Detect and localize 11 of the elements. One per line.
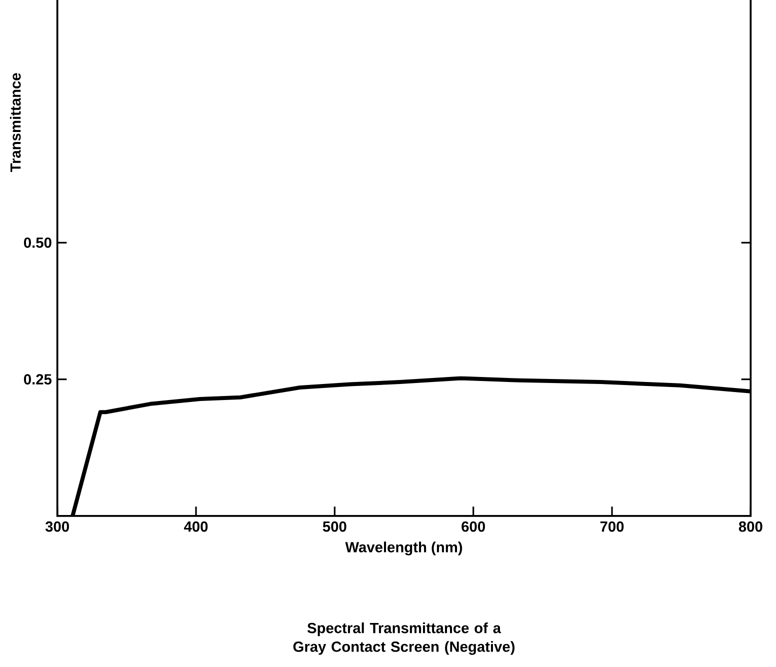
x-tick-label: 800 bbox=[738, 522, 762, 532]
y-axis-title: Transmittance bbox=[10, 73, 21, 172]
x-tick-label: 500 bbox=[322, 522, 346, 532]
x-axis-title: Wavelength (nm) bbox=[345, 542, 462, 556]
text: Spectral Transmittance of a Gray Contact Screen (Negative) bbox=[293, 622, 514, 656]
y-tick-label: 0.50 bbox=[24, 238, 52, 248]
x-tick-label: 300 bbox=[45, 522, 69, 532]
x-tick-label: 700 bbox=[600, 522, 624, 532]
x-tick-label: 600 bbox=[462, 522, 485, 532]
x-tick-label: 400 bbox=[184, 522, 208, 532]
y-tick-label: 0.25 bbox=[24, 374, 52, 385]
